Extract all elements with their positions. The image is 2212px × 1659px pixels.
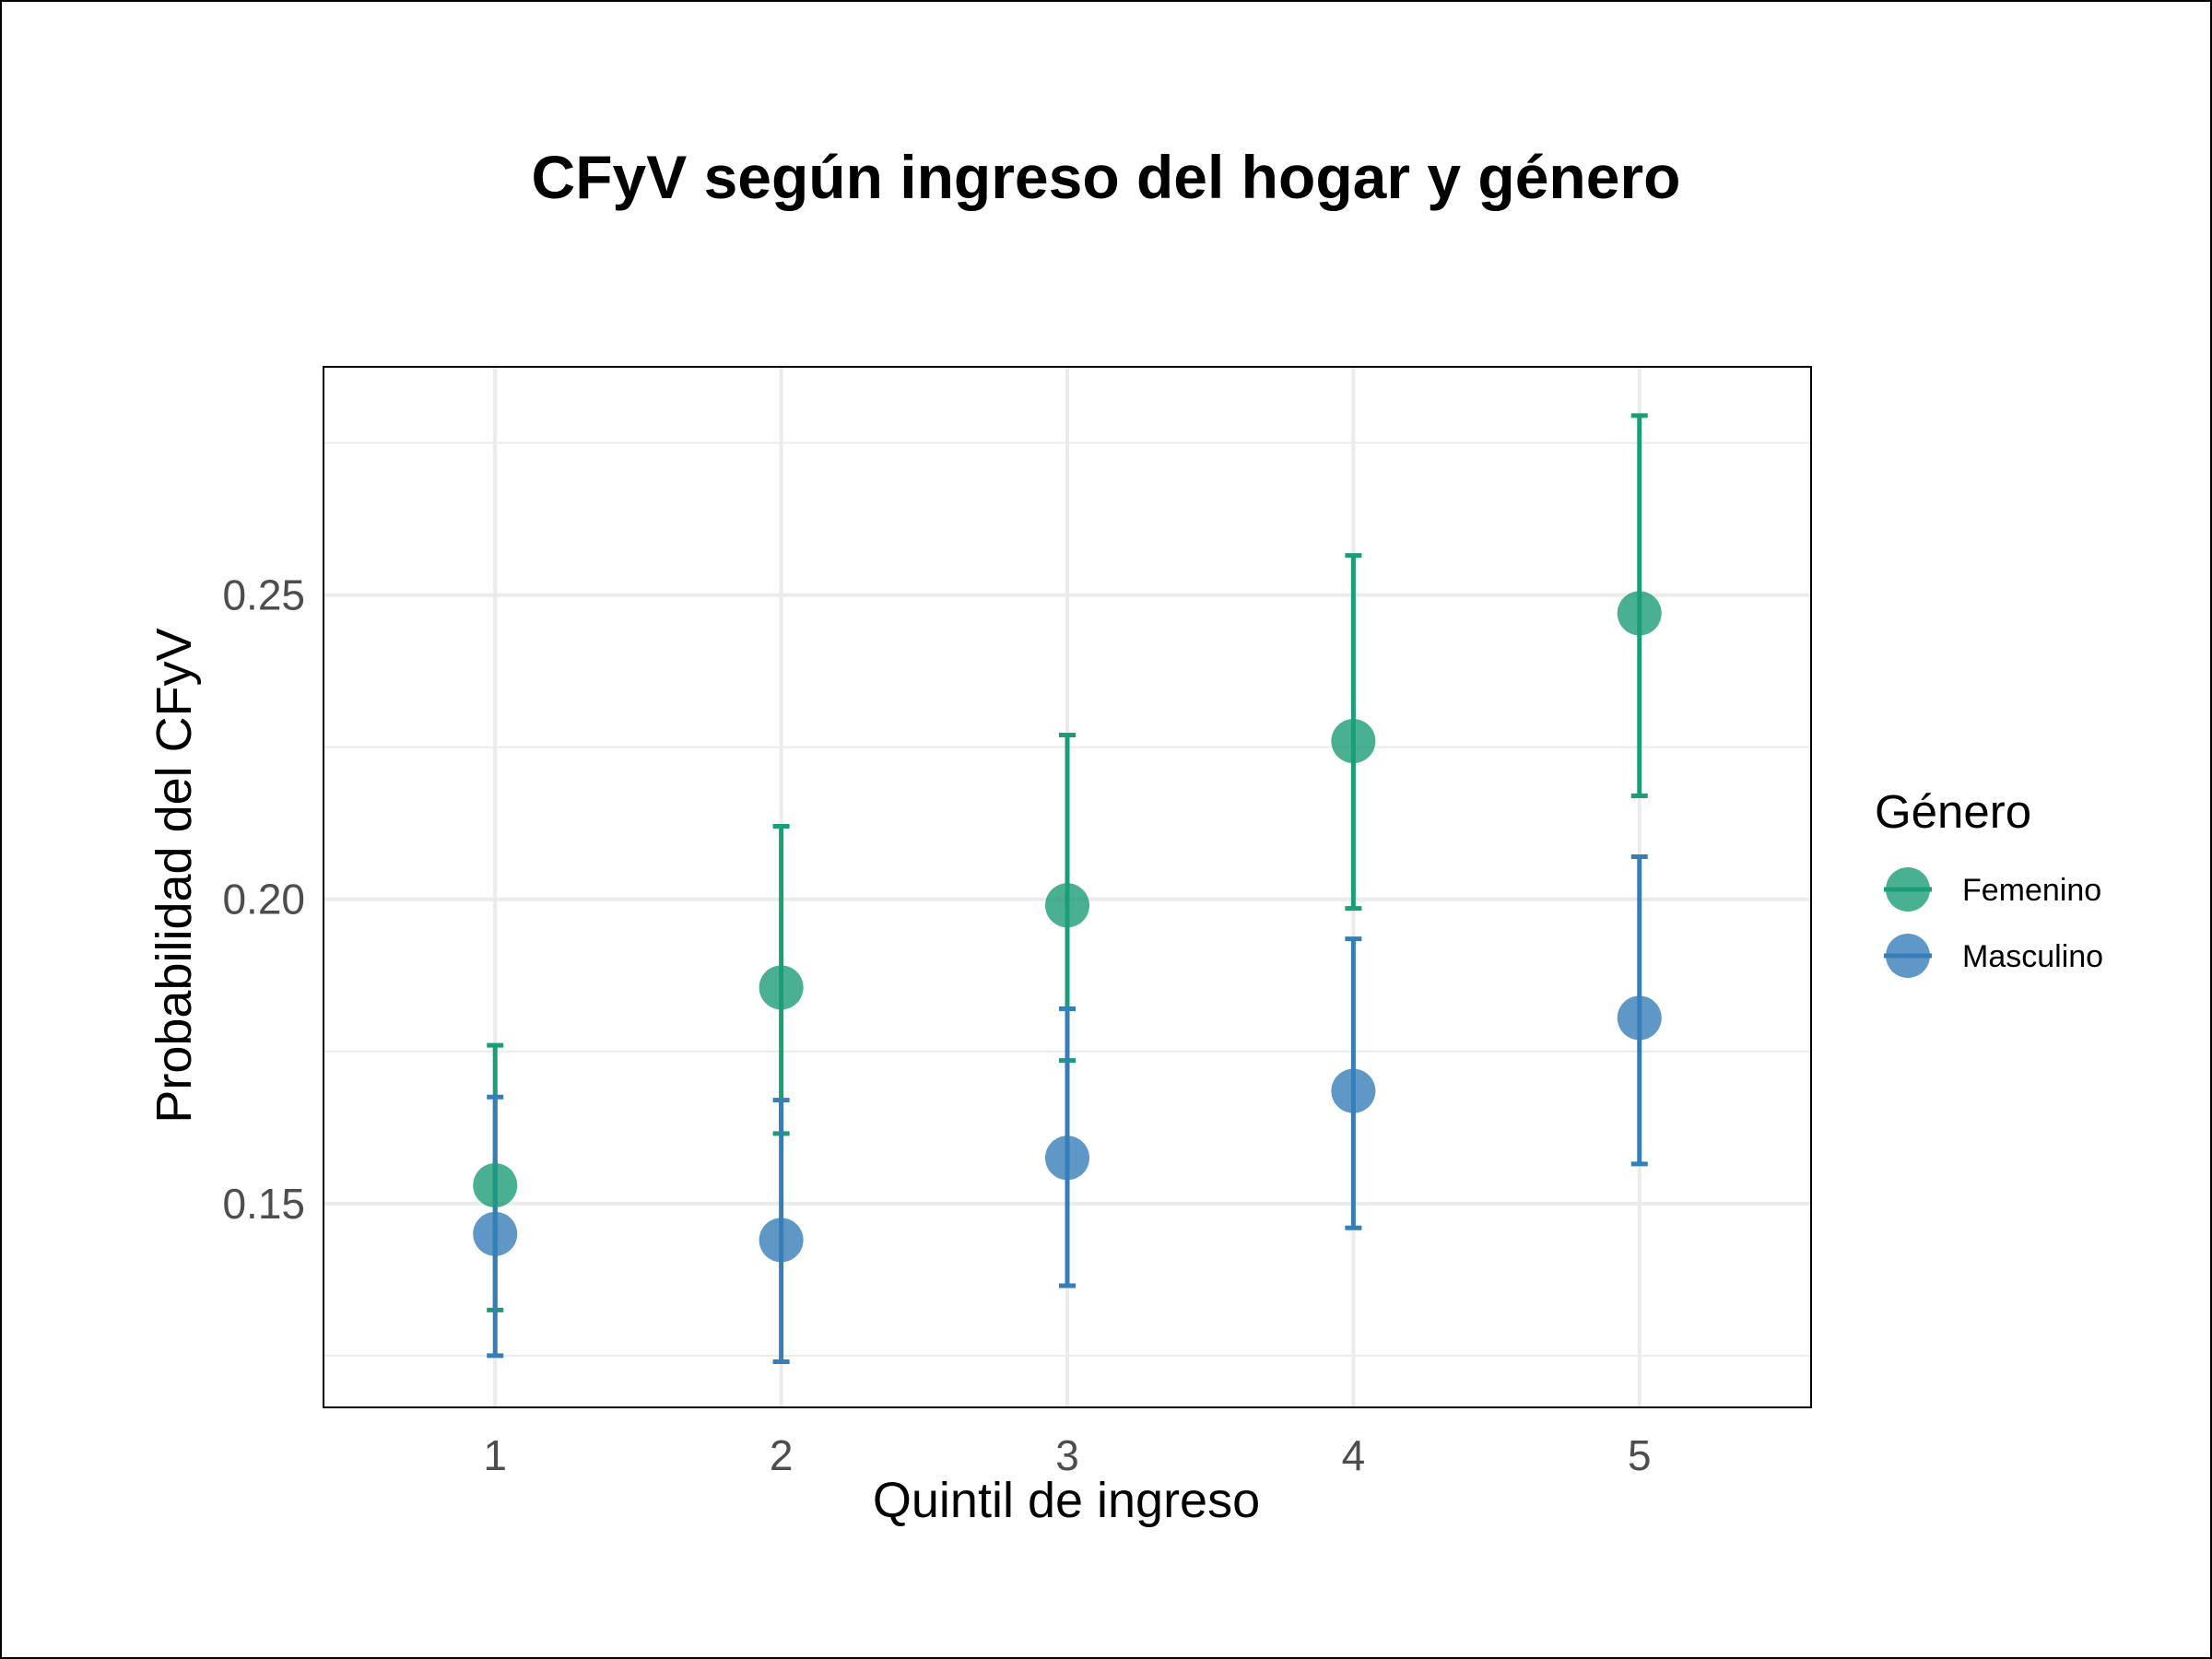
x-tick-label: 4 (1342, 1431, 1366, 1479)
data-point-masculino (759, 1218, 804, 1263)
x-tick-label: 1 (483, 1431, 507, 1479)
x-tick-label: 3 (1055, 1431, 1079, 1479)
legend: Género Femenino Masculino (1875, 785, 2103, 978)
x-tick-label: 2 (770, 1431, 794, 1479)
chart-title: CFyV según ingreso del hogar y género (532, 143, 1681, 211)
y-tick-label: 0.20 (222, 876, 305, 924)
y-tick-label: 0.15 (222, 1180, 305, 1228)
data-point-masculino (1331, 1068, 1376, 1113)
legend-key-point (1886, 934, 1930, 978)
legend-item-masculino: Masculino (1884, 934, 2103, 978)
legend-label: Femenino (1962, 873, 2101, 908)
data-point-femenino (759, 965, 804, 1010)
legend-items: Femenino Masculino (1884, 867, 2103, 978)
y-tick-label: 0.25 (222, 571, 305, 619)
y-axis-title: Probabilidad del CFyV (147, 628, 202, 1123)
data-point-masculino (1617, 995, 1662, 1041)
data-point-femenino (473, 1163, 518, 1208)
data-point-femenino (1617, 591, 1662, 636)
plot-panel-border (323, 366, 1812, 1408)
legend-label: Masculino (1962, 939, 2103, 974)
data-point-femenino (1331, 719, 1376, 764)
x-axis-title: Quintil de ingreso (873, 1473, 1260, 1528)
tick-label-layer: 0.15 0.20 0.25 1 2 3 4 5 (222, 571, 1651, 1479)
x-tick-label: 5 (1628, 1431, 1652, 1479)
data-point-masculino (1045, 1135, 1089, 1181)
legend-title: Género (1875, 785, 2031, 838)
data-point-femenino (1045, 883, 1089, 928)
legend-item-femenino: Femenino (1884, 867, 2101, 912)
point-layer (473, 591, 1662, 1263)
data-point-masculino (473, 1211, 518, 1256)
legend-key-point (1886, 867, 1930, 912)
